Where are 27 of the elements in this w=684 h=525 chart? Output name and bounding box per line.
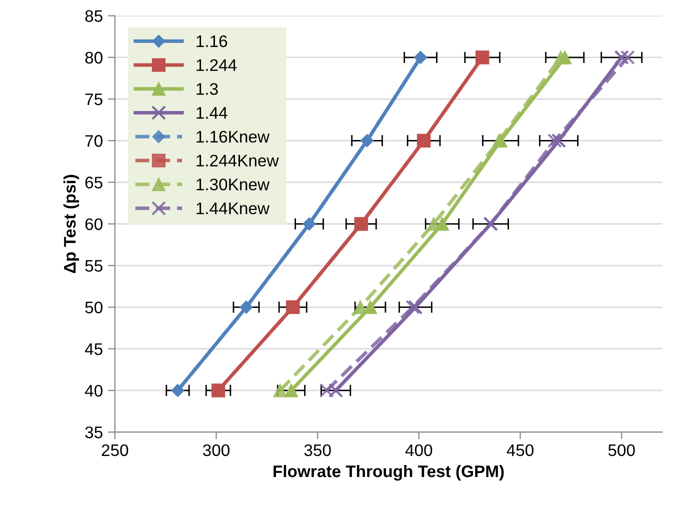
- y-tick-label: 50: [85, 302, 102, 314]
- y-axis-title: Δp Test (psi): [63, 174, 80, 274]
- y-tick-label: 40: [84, 384, 102, 397]
- y-tick-label: 80: [85, 52, 102, 64]
- legend-label: 1.244Knew: [196, 154, 279, 167]
- y-tick-label: 55: [85, 260, 102, 272]
- x-axis-title: Flowrate Through Test (GPM): [274, 464, 504, 481]
- y-tick-label: 65: [85, 176, 102, 188]
- legend-label: 1.16Knew: [196, 130, 270, 143]
- legend-label: 1.244: [196, 59, 237, 71]
- x-tick-label: 250: [102, 444, 128, 456]
- legend-label: 1.44Knew: [196, 202, 270, 214]
- y-tick-label: 45: [84, 343, 102, 356]
- x-tick-label: 500: [608, 444, 635, 456]
- y-tick-label: 60: [85, 218, 102, 230]
- y-tick-label: 35: [85, 426, 102, 438]
- x-tick-label: 450: [506, 444, 534, 456]
- y-tick-label: 85: [85, 10, 102, 22]
- legend-label: 1.16: [196, 35, 228, 48]
- legend-label: 1.3: [196, 83, 218, 95]
- y-tick-label: 70: [85, 135, 102, 147]
- y-tick-label: 75: [85, 94, 102, 106]
- x-tick-label: 300: [202, 444, 230, 456]
- x-tick-label: 400: [405, 444, 432, 456]
- legend-label: 1.30Knew: [196, 178, 270, 190]
- legend-label: 1.44: [196, 107, 228, 119]
- x-tick-label: 350: [304, 444, 331, 456]
